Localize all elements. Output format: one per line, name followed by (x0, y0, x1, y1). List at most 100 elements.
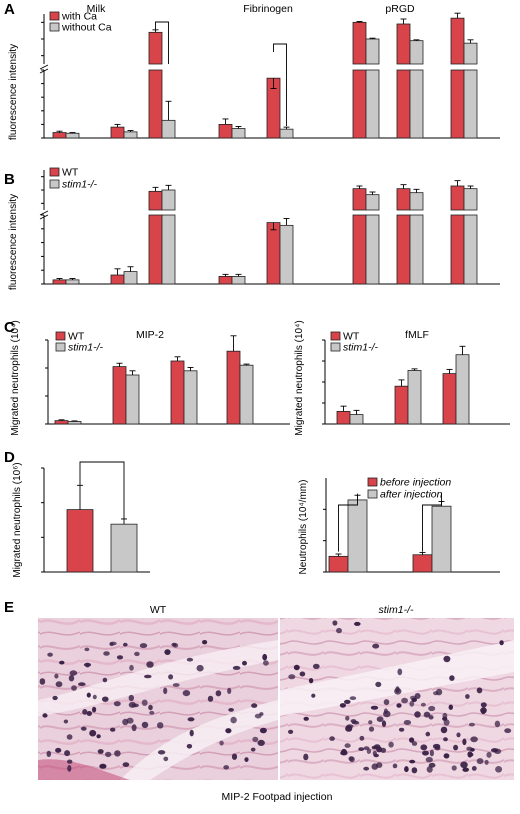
panel-c-mip2-title: MIP-2 (136, 329, 164, 341)
axis-break-mark (39, 210, 49, 220)
nucleus (164, 649, 171, 655)
panel-e-wt-label: WT (150, 604, 167, 616)
bar-stim1-5ng-ml (183, 370, 198, 425)
bar-wt-fmlf-lower (148, 214, 163, 285)
bar-with-ca-fmlf-lower (148, 69, 163, 139)
nucleus (92, 706, 97, 713)
nucleus (449, 675, 455, 681)
nucleus (344, 743, 351, 748)
nucleus (250, 747, 256, 752)
nucleus (403, 720, 412, 725)
bar-after-injection-wt (347, 499, 368, 573)
nucleus (434, 745, 441, 751)
nucleus (131, 724, 137, 732)
nucleus (202, 640, 208, 645)
legend-stim1: stim1-/- (68, 342, 104, 354)
bar-value-stim1 (110, 523, 138, 573)
nucleus (404, 766, 409, 773)
nucleus (388, 741, 394, 748)
nucleus (308, 678, 314, 684)
legend-swatch-wt (55, 331, 66, 341)
bar-stim1-2-m (407, 370, 422, 425)
nucleus (110, 727, 116, 732)
legend-stim1: stim1-/- (62, 179, 98, 191)
nucleus (207, 695, 214, 702)
bar-without-ca-tnf (279, 128, 294, 139)
bar-stim1-pma-lower (463, 214, 478, 285)
group-title-prgd: pRGD (385, 3, 415, 15)
nucleus (230, 716, 237, 724)
bar-without-ca-control-upper (365, 38, 380, 65)
bar-stim1-mip-2 (123, 271, 138, 285)
nucleus (215, 690, 222, 697)
nucleus (339, 703, 346, 708)
nucleus (64, 750, 71, 757)
nucleus (329, 736, 335, 741)
bar-wt-2-m (394, 385, 409, 425)
bar-stim1-control (231, 276, 246, 285)
bar-wt-5-m (442, 373, 457, 425)
nucleus (54, 673, 59, 679)
nucleus (471, 766, 477, 771)
bar-wt-5ng-ml (170, 360, 185, 425)
nucleus (411, 741, 418, 746)
bar-stim1-5-m (455, 354, 470, 425)
bar-without-ca-control (65, 132, 80, 139)
nucleus (465, 694, 470, 699)
nucleus (396, 703, 402, 708)
nucleus (122, 762, 130, 767)
group-title-fibrinogen: Fibrinogen (243, 3, 293, 15)
nucleus (196, 664, 204, 672)
nucleus (168, 674, 174, 680)
bar-without-ca-pma-lower (463, 69, 478, 139)
nucleus (425, 731, 431, 737)
nucleus (494, 720, 501, 728)
nucleus (141, 721, 149, 729)
panel-b-chart: fluorescence intensity WT stim1-/- (8, 167, 500, 290)
nucleus (368, 726, 375, 732)
nucleus (102, 696, 109, 702)
nucleus (383, 699, 390, 706)
nucleus (244, 757, 249, 762)
nucleus (470, 736, 478, 743)
nucleus (312, 663, 320, 670)
nucleus (223, 765, 230, 770)
nucleus (66, 734, 73, 740)
nucleus (409, 737, 415, 743)
nucleus (354, 621, 361, 626)
nucleus (440, 726, 448, 734)
nucleus (55, 681, 63, 688)
panel-b-legend: WT stim1-/- (49, 167, 98, 191)
nucleus (172, 643, 179, 648)
nucleus (123, 642, 128, 647)
nucleus (134, 651, 140, 657)
nucleus (456, 732, 461, 738)
legend-stim1: stim1-/- (343, 342, 379, 354)
bar-wt-1ng-ml (112, 366, 127, 425)
nucleus (82, 709, 88, 715)
nucleus (370, 705, 379, 710)
legend-swatch-after (367, 489, 378, 499)
bar-with-ca-pma-upper (450, 17, 465, 65)
bar-with-ca-control-upper (352, 21, 367, 65)
nucleus (252, 736, 259, 743)
nucleus (105, 751, 112, 758)
nucleus (144, 674, 152, 679)
nucleus (422, 750, 429, 756)
bar-wt-control-lower (352, 214, 367, 285)
nucleus (443, 719, 450, 726)
bar-without-ca-tnf-lower (409, 69, 424, 139)
nucleus (78, 682, 86, 687)
legend-swatch-stim1 (55, 342, 66, 352)
bar-with-ca-mip-2 (110, 126, 125, 139)
panel-e-stim1-label: stim1-/- (379, 604, 415, 616)
bar-stim1-control-upper (365, 194, 380, 211)
nucleus (69, 670, 78, 676)
bar-wt-tnf-lower (396, 214, 411, 285)
nucleus (81, 726, 87, 731)
bar-value-wt (66, 509, 94, 573)
nucleus (63, 719, 69, 724)
nucleus (359, 735, 365, 741)
nucleus (163, 756, 169, 762)
